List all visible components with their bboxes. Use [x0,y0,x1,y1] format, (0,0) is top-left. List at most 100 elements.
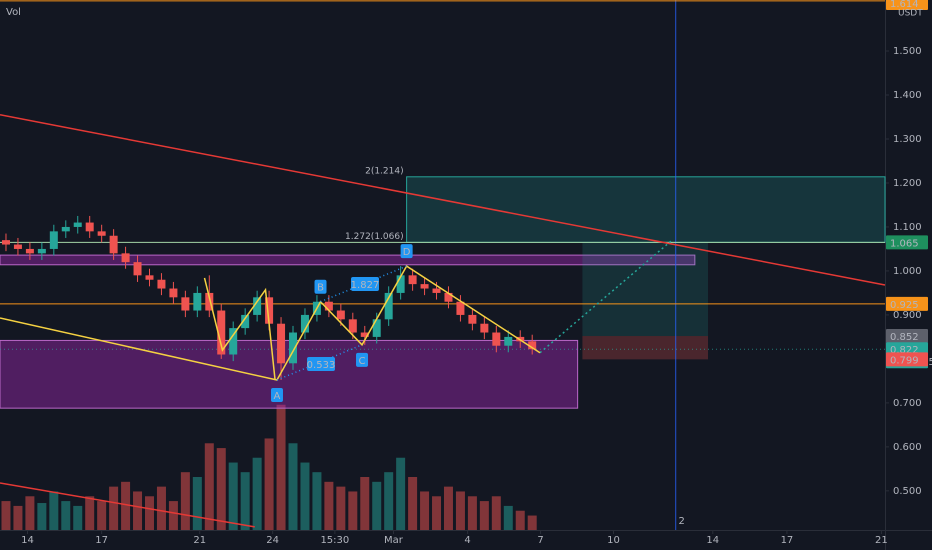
volume-bar [527,515,537,530]
volume-bar [156,486,166,530]
ratio-label: 0.533 [307,360,336,371]
volume-bar [252,457,262,530]
volume-bar [515,510,525,530]
candle-body [37,248,46,254]
candle-body [217,310,226,355]
volume-bar [336,486,346,530]
harmonic-pattern [0,265,541,381]
volume-bar [204,443,214,530]
candle-body [193,292,202,311]
fib-label: 2(1.214) [365,166,404,176]
x-tick-label: 14 [706,535,719,546]
x-tick-label: 24 [266,535,279,546]
candle-body [348,319,357,333]
trend-line [0,482,255,528]
zone [582,242,708,337]
volume-bar [300,462,310,530]
candle-body [408,275,417,285]
volume-bar [180,472,190,530]
volume-bar [85,496,95,530]
volume-bar [216,448,226,530]
currency-label: USDT [898,9,923,19]
volume-bar [133,491,143,530]
candle-body [85,222,94,232]
trend-line [0,114,886,286]
volume-bar [288,443,298,530]
volume-label: Vol [6,7,21,18]
x-tick-label: 7 [537,535,543,546]
y-tick-label: 0.700 [893,398,922,409]
candle-body [492,332,501,346]
zone [582,336,708,360]
pattern-label-box [356,352,369,367]
x-tick-label: 21 [193,535,206,546]
x-tick-label: 17 [781,535,794,546]
price-tag-label: 0.822 [890,345,919,356]
candle-body [121,253,130,263]
candle-body [157,279,166,289]
zone [406,176,886,243]
volume-bar [324,481,334,530]
price-tag [886,0,928,10]
candle-body [468,314,477,324]
candle-body [289,332,298,364]
candle-body [504,336,513,346]
candle-body [277,323,286,364]
candle-body [49,231,58,249]
volume-bar [348,491,358,530]
candle-body [145,275,154,280]
candle-body [360,332,369,337]
candle-body [1,240,10,245]
candle-body [384,292,393,320]
candle-body [336,310,345,320]
price-tag [886,329,928,344]
volume-bar [455,491,465,530]
price-tag [886,235,928,250]
candle-body [109,235,118,254]
candle-body [241,314,250,329]
y-tick-label: 1.300 [893,134,922,145]
volume-bar [360,477,370,530]
candle-body [169,288,178,298]
pattern-label-box [400,244,413,259]
volume-bar [491,496,501,530]
volume-bar [312,472,322,530]
ratio-box [307,357,335,371]
pattern-label-box [270,388,283,403]
price-tag [886,296,928,311]
x-tick-label: 21 [875,535,888,546]
x-tick-label: 10 [607,535,620,546]
pattern-label-box [314,279,327,294]
candle-body [253,297,262,315]
candle-body [396,275,405,293]
candle-body [205,292,214,311]
volume-bar [97,501,107,530]
ratio-line [276,344,363,381]
price-tag-label: 0.925 [890,300,919,311]
volume-bar [121,481,131,530]
x-tick-label: 17 [95,535,108,546]
volume-bar [420,491,430,530]
y-tick-label: 1.200 [893,178,922,189]
y-tick-label: 0.600 [893,442,922,453]
ratio-box [351,277,379,291]
candle-body [13,244,22,249]
candle-body [61,226,70,232]
candle-body [372,319,381,337]
price-tag-label: 1.614 [890,0,919,10]
fib-label: 1.272(1.066) [345,232,404,242]
volume-bar [144,496,154,530]
volume-bar [276,404,286,530]
trend-line [539,239,673,354]
pattern-label: B [317,283,324,294]
x-tick-label: Mar [384,535,404,546]
y-tick-label: 1.000 [893,266,922,277]
candle-body [25,248,34,254]
volume-bar [49,491,59,530]
price-tag-label: 0.852 [890,332,919,343]
pattern-label: C [359,356,366,367]
zone [0,339,579,409]
volume-bar [264,438,274,530]
candle-body [265,297,274,324]
